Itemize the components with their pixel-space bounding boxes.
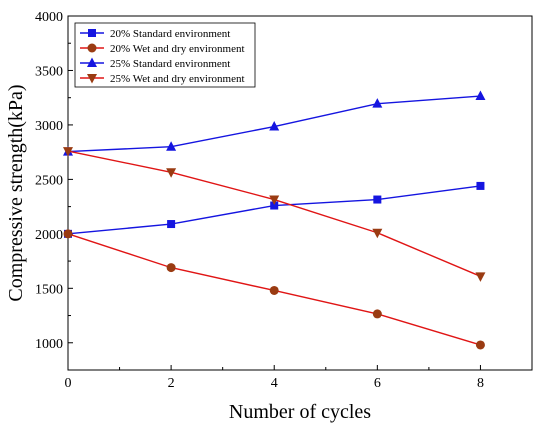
data-point <box>166 141 177 151</box>
data-point <box>63 147 73 157</box>
data-point <box>269 195 280 206</box>
legend-marker <box>87 74 97 84</box>
data-point <box>372 309 382 319</box>
x-tick-label: 4 <box>271 376 278 391</box>
y-tick-label: 3500 <box>35 64 63 79</box>
series-layer <box>63 90 486 350</box>
legend-label: 25% Wet and dry environment <box>110 73 245 85</box>
legend-label: 20% Wet and dry environment <box>110 43 245 55</box>
legend-label: 25% Standard environment <box>110 58 230 70</box>
legend-marker <box>88 29 96 37</box>
y-tick-label: 3000 <box>35 119 63 134</box>
axis-tick-labels: 0 2 4 6 8 1000 1500 2000 2500 3000 3500 4000 <box>35 10 484 391</box>
legend-box <box>74 22 256 88</box>
legend-entry-1: 20% Standard environment <box>80 28 230 40</box>
data-point <box>269 121 280 131</box>
plot-frame <box>67 15 533 371</box>
x-axis-title: Number of cycles <box>229 401 371 423</box>
y-tick-label: 1500 <box>35 282 63 297</box>
data-point <box>476 181 485 190</box>
data-point <box>167 220 176 229</box>
legend-marker <box>87 43 97 53</box>
series-1 <box>64 181 485 238</box>
x-tick-label: 0 <box>65 376 72 391</box>
data-point <box>372 98 383 108</box>
data-point <box>270 201 279 210</box>
data-point <box>63 229 73 239</box>
legend-label: 20% Standard environment <box>110 28 230 40</box>
legend: 20% Standard environment 20% Wet and dry … <box>74 22 256 88</box>
legend-marker <box>87 57 97 67</box>
data-point <box>373 195 382 204</box>
data-point <box>475 272 486 282</box>
legend-entry-3: 25% Standard environment <box>80 57 230 70</box>
data-point <box>166 263 176 273</box>
legend-entry-4: 25% Wet and dry environment <box>80 73 245 85</box>
x-tick-label: 8 <box>477 376 484 391</box>
y-tick-label: 4000 <box>35 10 63 25</box>
series-2 <box>63 229 485 350</box>
y-tick-label: 1000 <box>35 337 63 352</box>
data-point <box>372 228 383 239</box>
data-point <box>475 90 486 101</box>
data-point <box>475 340 485 350</box>
x-tick-label: 6 <box>374 376 381 391</box>
y-tick-label: 2500 <box>35 173 63 188</box>
legend-entry-2: 20% Wet and dry environment <box>80 43 245 55</box>
data-point <box>166 168 177 178</box>
data-point <box>269 285 279 295</box>
series-3 <box>63 90 486 156</box>
series-line <box>67 150 481 277</box>
y-axis-title: Compressive strength(kPa) <box>5 84 27 301</box>
series-line <box>67 185 481 235</box>
y-tick-label: 2000 <box>35 228 63 243</box>
x-tick-label: 2 <box>168 376 175 391</box>
series-4 <box>63 147 486 282</box>
